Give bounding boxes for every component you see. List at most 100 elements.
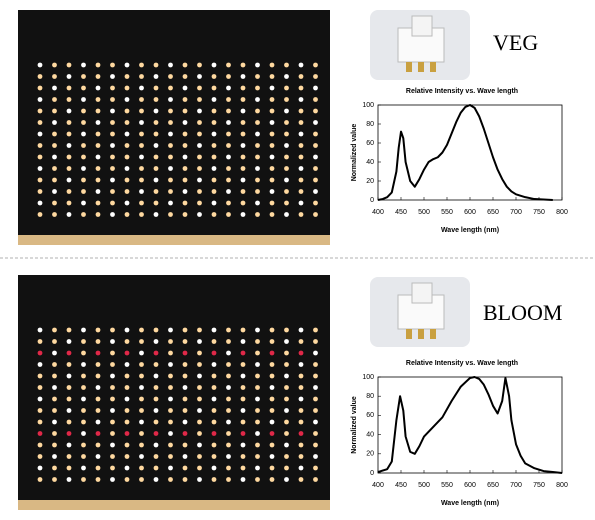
led (211, 385, 217, 390)
led (313, 362, 318, 367)
led (81, 177, 86, 183)
led (284, 477, 289, 482)
led (153, 419, 159, 425)
led (197, 131, 202, 137)
led (226, 74, 231, 79)
led (139, 97, 144, 102)
led (313, 74, 318, 79)
led (298, 177, 304, 183)
led (197, 465, 202, 471)
led (81, 385, 86, 390)
led (313, 373, 318, 379)
y-tick-label: 20 (366, 178, 374, 185)
led (211, 143, 217, 148)
led (284, 396, 289, 402)
led (153, 454, 159, 459)
led (197, 85, 202, 91)
panel-edge (18, 235, 330, 245)
x-tick-label: 800 (556, 209, 568, 216)
led (298, 62, 304, 68)
led (168, 465, 173, 471)
led (284, 177, 289, 183)
led (211, 131, 217, 137)
led (124, 177, 130, 183)
led (197, 108, 202, 114)
led (168, 419, 173, 425)
led (66, 385, 72, 390)
led (298, 327, 304, 333)
led (226, 108, 231, 114)
x-tick-label: 550 (441, 209, 453, 216)
led (168, 350, 173, 356)
led (52, 85, 57, 91)
led (81, 477, 86, 482)
led (81, 431, 86, 436)
led (66, 396, 72, 402)
led (52, 74, 57, 79)
led (269, 154, 275, 160)
led (284, 419, 289, 425)
led (284, 442, 289, 448)
led (298, 465, 304, 471)
led (211, 396, 217, 402)
led (313, 396, 318, 402)
led (284, 454, 289, 459)
y-tick-label: 40 (366, 159, 374, 166)
led (211, 339, 217, 344)
y-tick-label: 100 (362, 102, 374, 109)
led (124, 97, 130, 102)
led (298, 166, 304, 171)
led (298, 362, 304, 367)
led (66, 419, 72, 425)
y-axis-label: Normalized value (351, 396, 358, 454)
led (240, 373, 246, 379)
led (52, 131, 57, 137)
led (313, 408, 318, 413)
led (168, 189, 173, 194)
panel-edge (18, 500, 330, 510)
led (240, 465, 246, 471)
led (37, 396, 43, 402)
led (153, 212, 159, 217)
led (168, 154, 173, 160)
led (298, 120, 304, 125)
led (269, 465, 275, 471)
led (197, 362, 202, 367)
x-tick-label: 700 (510, 482, 522, 489)
led (269, 385, 275, 390)
led (168, 212, 173, 217)
led (284, 200, 289, 206)
led (197, 419, 202, 425)
led (52, 362, 57, 367)
led (255, 212, 260, 217)
led (240, 350, 246, 356)
led (52, 339, 57, 344)
led (269, 419, 275, 425)
led (153, 477, 159, 482)
led (269, 454, 275, 459)
led (284, 327, 289, 333)
led (255, 431, 260, 436)
led (37, 327, 43, 333)
led (255, 442, 260, 448)
led (95, 74, 101, 79)
led (269, 327, 275, 333)
led (110, 177, 115, 183)
led (240, 454, 246, 459)
led (182, 327, 188, 333)
led (284, 108, 289, 114)
led (269, 166, 275, 171)
led (37, 166, 43, 171)
led (66, 465, 72, 471)
led (269, 477, 275, 482)
led (95, 120, 101, 125)
led (110, 465, 115, 471)
led (81, 408, 86, 413)
led (66, 200, 72, 206)
led (66, 74, 72, 79)
led (313, 431, 318, 436)
x-tick-label: 450 (395, 209, 407, 216)
led (197, 177, 202, 183)
led (211, 373, 217, 379)
led (284, 385, 289, 390)
